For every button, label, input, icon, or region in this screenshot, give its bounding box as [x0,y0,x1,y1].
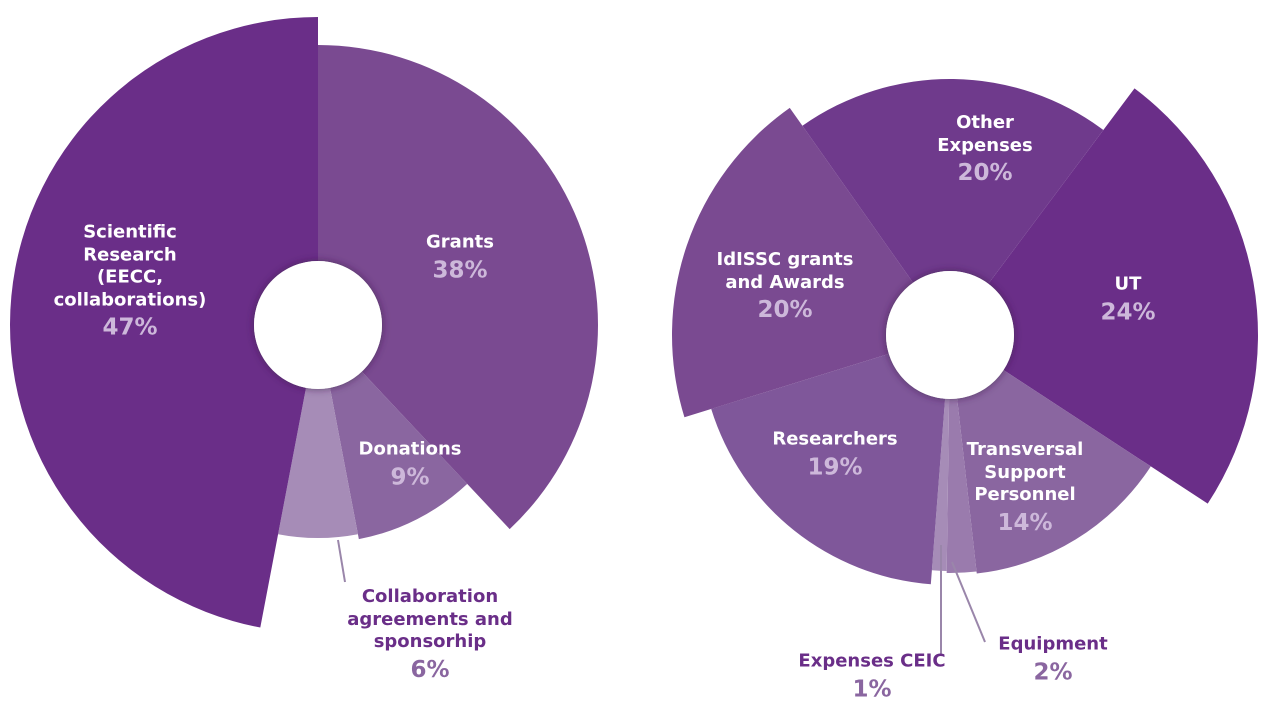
slice-value: 14% [997,509,1053,536]
slice-name: Researchers [772,428,898,450]
slice-name: UT [1114,273,1142,295]
slice-value: 6% [410,656,450,683]
slice-label: Expenses CEIC 1% [782,650,962,703]
slice-name: Expenses CEIC [798,650,946,672]
slice-name: Donations [358,438,462,460]
slice-label: Transversal Support Personnel 14% [955,439,1095,537]
slice-value: 20% [957,160,1013,187]
slice-value: 20% [757,297,813,324]
slice-name: IdISSC grants and Awards [716,249,854,293]
slice-value: 1% [852,675,892,702]
slice-label: IdISSC grants and Awards 20% [700,249,870,325]
slice-value: 38% [432,256,488,283]
pie-slice [10,17,319,628]
slice-label: Donations 9% [340,438,480,491]
pie-slice [802,78,1104,284]
pie-slice [318,45,598,530]
slice-value: 19% [807,453,863,480]
slice-name: Collaboration agreements and sponsorhip [347,585,513,652]
pie-hole [886,271,1014,399]
leader-line [951,561,986,643]
slice-name: Grants [426,231,494,253]
pie-slice [946,398,977,573]
pie-slice [988,88,1258,504]
slice-value: 2% [1033,658,1073,685]
slice-label: Collaboration agreements and sponsorhip 6… [320,586,540,684]
slice-label: Scientific Research (EECC, collaboration… [48,222,213,343]
slice-name: Other Expenses [937,112,1033,156]
pie-slice [931,398,950,571]
pie-slice [329,371,468,540]
slice-value: 47% [102,314,158,341]
slice-name: Equipment [998,633,1108,655]
slice-value: 24% [1100,298,1156,325]
pie-slice [711,353,946,585]
pie-slice [672,107,914,418]
slice-label: Equipment 2% [978,633,1128,686]
slice-value: 9% [390,463,430,490]
slice-label: Researchers 19% [760,428,910,481]
slice-name: Scientific Research (EECC, collaboration… [53,221,207,311]
slice-label: UT 24% [1078,273,1178,326]
slice-name: Transversal Support Personnel [966,438,1084,505]
pie-hole [254,261,382,389]
leader-line [337,539,346,583]
pie-slice [957,370,1151,574]
pie-slice [278,387,358,538]
slice-label: Other Expenses 20% [920,112,1050,188]
slice-label: Grants 38% [390,231,530,284]
